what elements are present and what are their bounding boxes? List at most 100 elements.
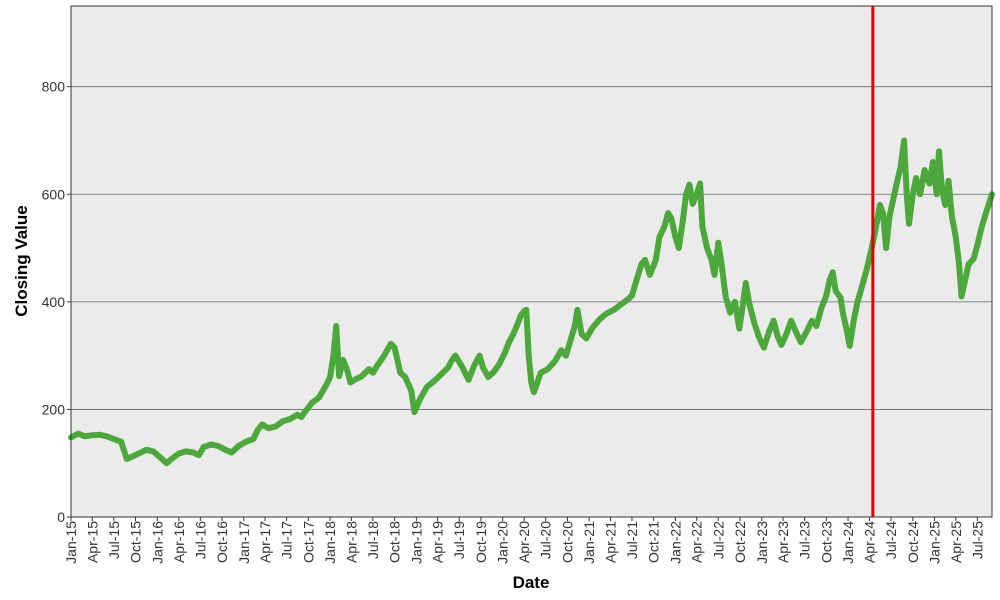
data-point [661, 223, 668, 230]
data-point [618, 301, 624, 308]
data-point [502, 350, 508, 356]
data-point [887, 213, 893, 219]
data-point [859, 283, 865, 289]
data-point [809, 318, 815, 324]
data-point [711, 272, 718, 278]
data-point [906, 221, 912, 227]
x-tick-label: Jan-15 [63, 521, 79, 564]
data-point [715, 240, 721, 246]
data-point [788, 318, 794, 324]
x-tick-label: Jan-20 [495, 521, 511, 564]
data-point [823, 292, 829, 298]
data-point [771, 318, 777, 324]
data-point [953, 234, 959, 240]
data-point [945, 178, 952, 184]
data-point [883, 245, 889, 251]
data-point [96, 432, 102, 438]
data-point [402, 374, 408, 380]
data-point [672, 234, 679, 240]
x-tick-label: Jan-18 [322, 521, 338, 564]
data-point [751, 320, 758, 326]
data-point [243, 439, 249, 445]
x-tick-label: Oct-20 [559, 521, 575, 563]
data-point [934, 191, 940, 197]
data-point [150, 448, 156, 454]
x-tick-label: Oct-16 [214, 521, 230, 563]
data-point [694, 191, 700, 197]
data-point [491, 369, 497, 375]
data-point [904, 191, 910, 197]
data-point [340, 357, 346, 363]
data-point [930, 159, 936, 165]
data-point [743, 280, 749, 286]
data-point [208, 441, 214, 447]
data-point [265, 425, 271, 431]
data-point [496, 362, 502, 368]
data-point [366, 366, 372, 372]
x-tick-label: Jan-19 [408, 521, 424, 564]
data-point [111, 436, 117, 442]
data-point [397, 370, 403, 376]
data-point [89, 432, 95, 438]
data-point [506, 339, 512, 345]
data-point [656, 234, 663, 240]
y-tick-label: 800 [42, 79, 66, 95]
data-point [528, 379, 534, 386]
data-point [380, 354, 387, 360]
data-point [480, 364, 486, 371]
data-point [471, 363, 477, 369]
data-point [793, 328, 799, 334]
x-tick-label: Apr-25 [948, 521, 964, 563]
data-point [309, 400, 315, 406]
data-point [699, 223, 706, 230]
data-point [804, 328, 810, 334]
data-point [958, 293, 965, 300]
x-tick-label: Jan-17 [236, 521, 252, 564]
x-tick-label: Oct-22 [732, 521, 748, 563]
plot-area [71, 6, 992, 517]
data-point [979, 223, 985, 230]
data-point [719, 261, 725, 267]
data-point [459, 364, 466, 371]
data-point [552, 358, 558, 364]
data-point [370, 370, 376, 376]
data-point [813, 323, 820, 329]
data-point [890, 197, 896, 203]
data-point [854, 299, 861, 305]
data-point [680, 218, 686, 224]
data-point [901, 137, 907, 144]
data-point [579, 331, 585, 337]
x-tick-label: Oct-24 [905, 521, 921, 563]
x-tick-label: Apr-22 [689, 521, 705, 563]
data-point [894, 180, 900, 187]
data-point [761, 345, 767, 351]
data-point [766, 328, 772, 334]
data-point [833, 288, 839, 294]
x-tick-label: Jan-24 [840, 521, 856, 564]
x-tick-label: Apr-18 [343, 521, 359, 563]
x-tick-label: Jul-22 [710, 521, 726, 559]
data-point [417, 397, 423, 403]
x-tick-label: Jul-20 [538, 521, 554, 559]
data-point [336, 373, 342, 379]
data-point [942, 202, 948, 208]
data-point [558, 347, 564, 353]
data-point [910, 191, 916, 197]
data-point [104, 433, 110, 439]
data-point [136, 450, 142, 457]
data-point [408, 388, 414, 394]
data-point [642, 257, 648, 263]
data-point [913, 175, 919, 181]
data-point [775, 334, 781, 340]
data-point [877, 202, 883, 208]
data-point [196, 452, 202, 458]
data-point [298, 414, 304, 420]
data-point [936, 148, 942, 154]
data-point [843, 326, 850, 332]
data-point [847, 343, 853, 349]
data-point [485, 374, 491, 380]
data-point [333, 323, 339, 329]
data-point [330, 353, 336, 359]
data-point [974, 242, 980, 248]
